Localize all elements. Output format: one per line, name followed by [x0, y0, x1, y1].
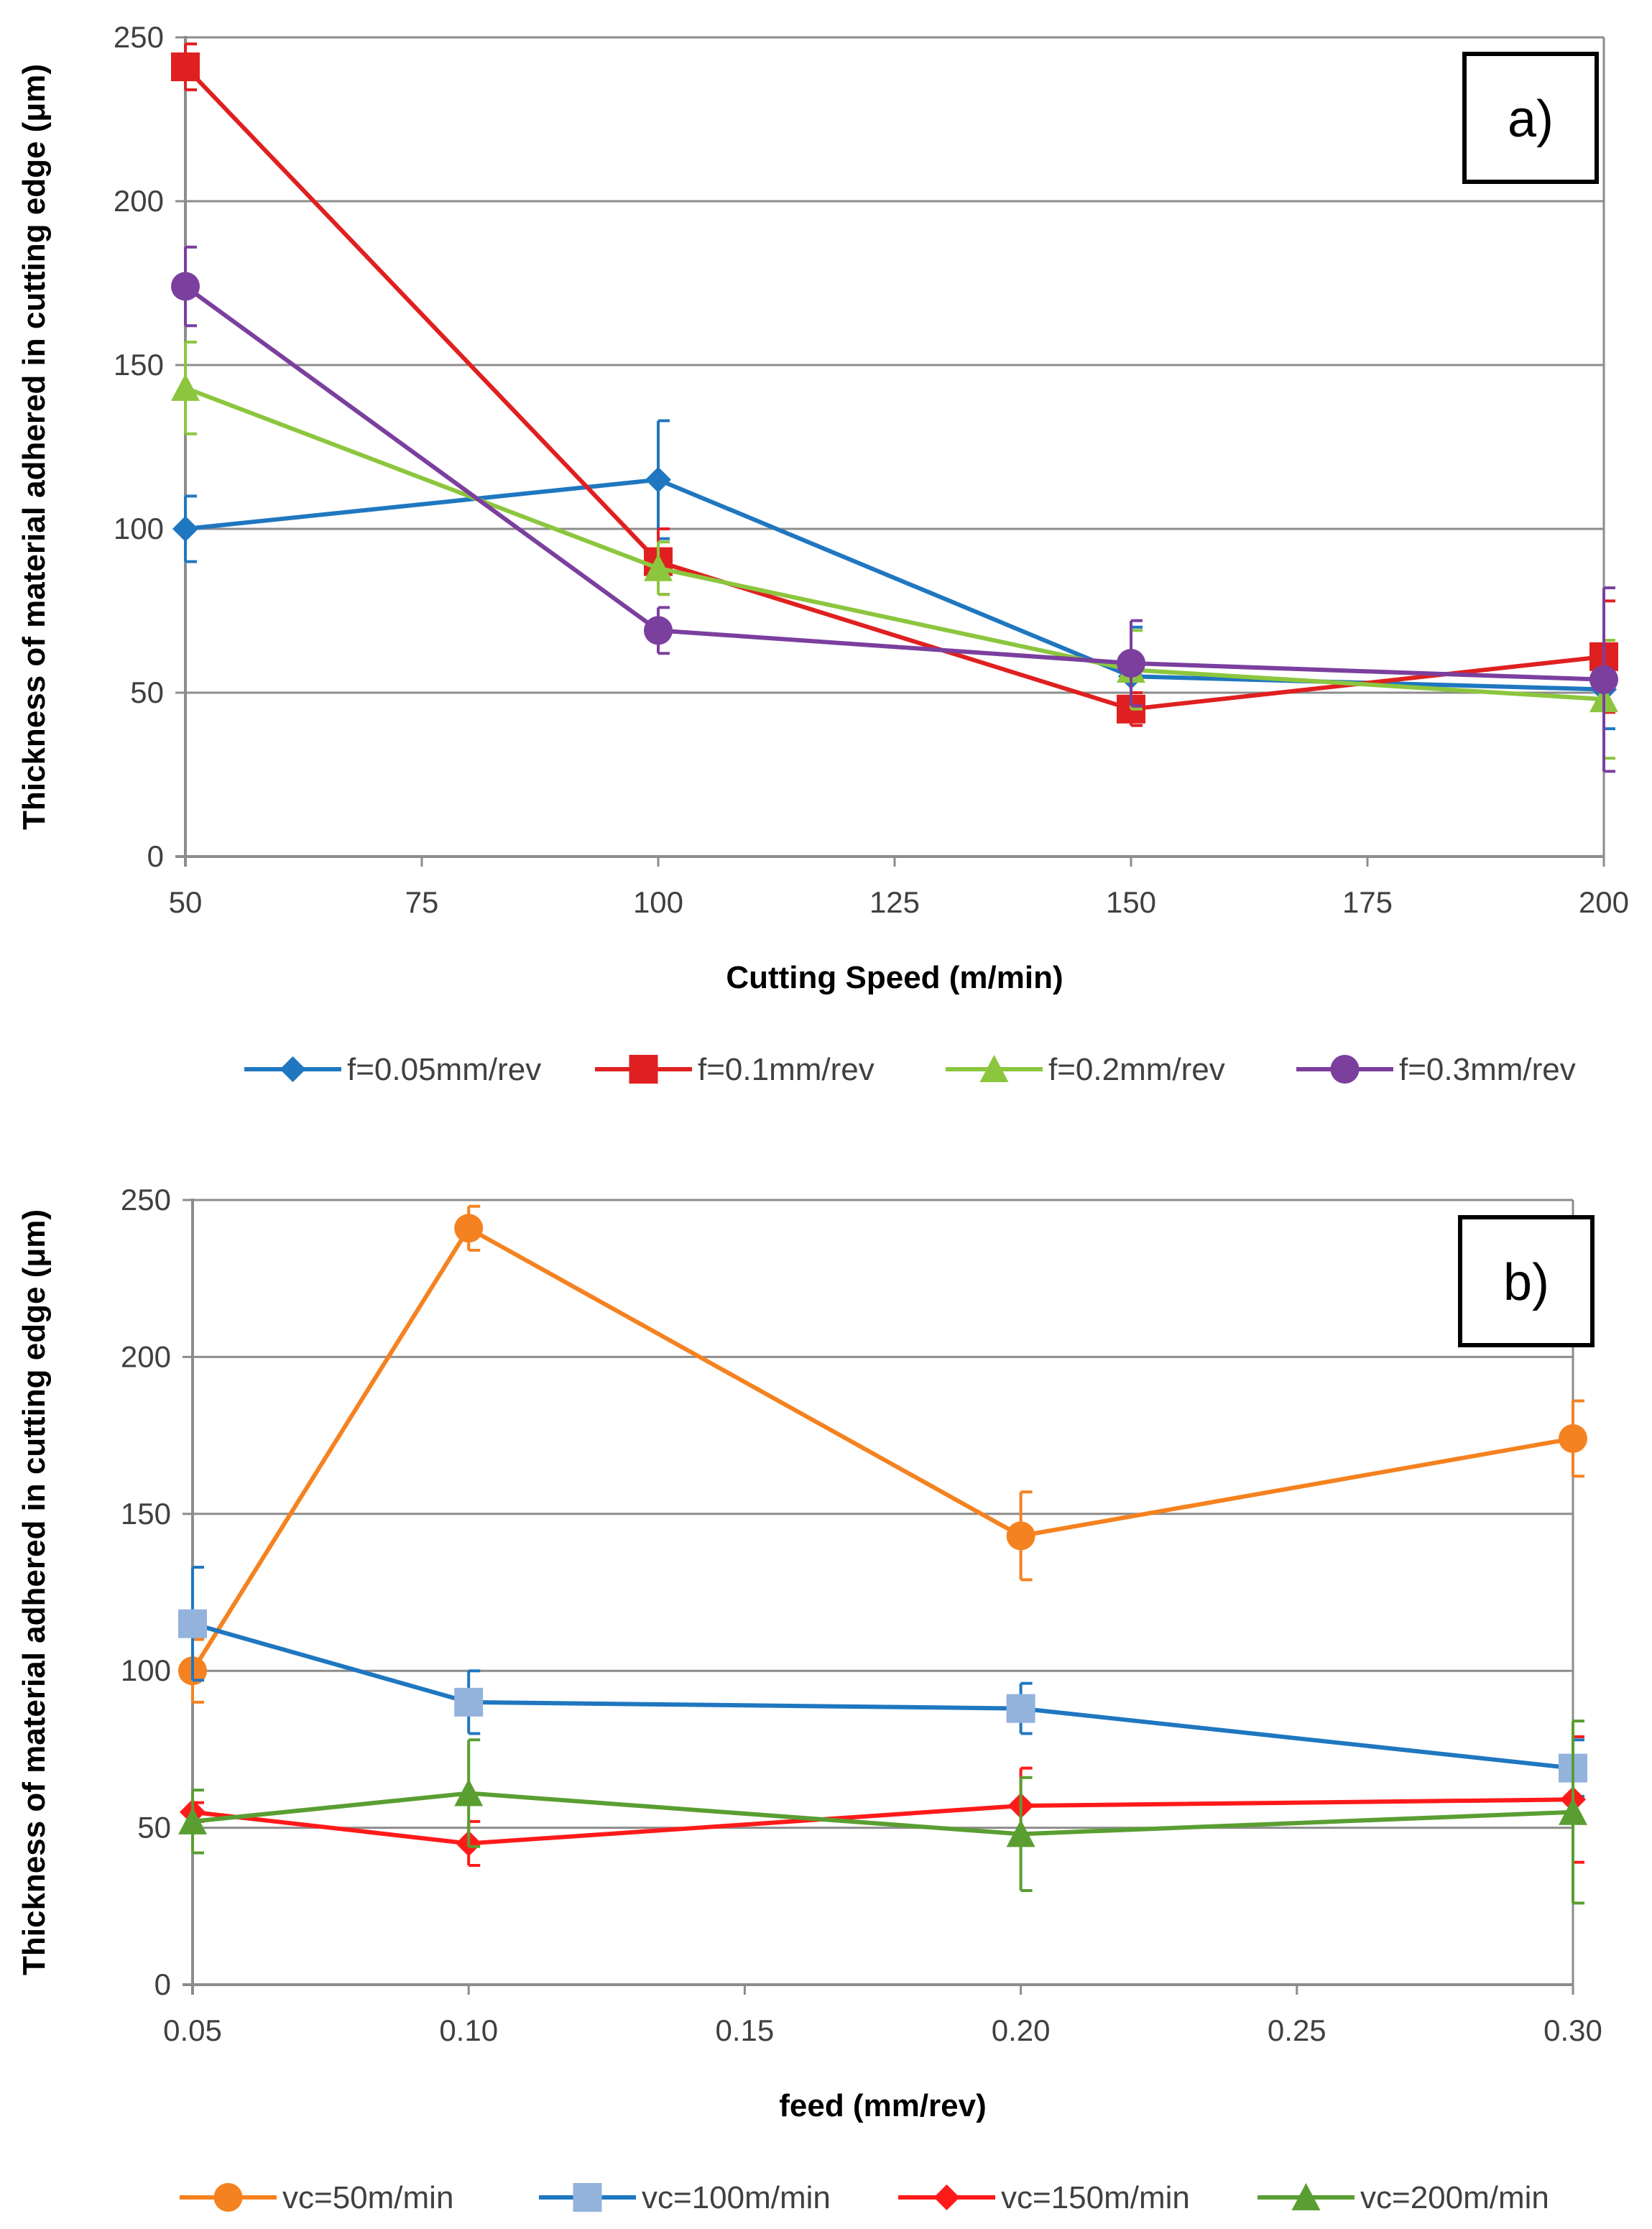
y-tick-label: 50 [130, 675, 164, 709]
panel-b: 0 50 100 150 200 250 0.05 0.10 0.15 0.20 0.25 0.30 f… [17, 1183, 1602, 2215]
y-tick-label: 200 [121, 1339, 171, 1373]
x-tick-label: 0.30 [1543, 2013, 1602, 2047]
data-point [1589, 665, 1618, 694]
x-tick-label: 0.25 [1268, 2013, 1326, 2047]
y-tick-label: 100 [114, 512, 164, 545]
legend-swatch-marker [979, 1055, 1009, 1082]
y-tick-label: 100 [121, 1653, 171, 1687]
legend-label: vc=150m/min [1001, 2180, 1190, 2215]
series-f=0.2mm/rev [171, 341, 1618, 760]
data-point [1559, 1423, 1587, 1453]
x-tick-label: 0.20 [992, 2013, 1051, 2047]
series-line [192, 1797, 1574, 1846]
panel-label: a) [1508, 91, 1554, 148]
y-tick-label: 200 [114, 184, 164, 218]
series-vc=200m/min [178, 1720, 1587, 1905]
data-point [178, 1806, 207, 1835]
series-line [185, 477, 1605, 692]
legend-label: vc=200m/min [1360, 2180, 1549, 2215]
data-point [171, 373, 200, 401]
x-tick-label: 200 [1579, 885, 1629, 919]
series-line [190, 1226, 1574, 1672]
legend-swatch-marker [629, 1055, 658, 1084]
y-tick-label: 150 [121, 1497, 171, 1531]
y-axis-title: Thickness of material adhered in cutting… [17, 64, 52, 830]
data-point [454, 1687, 484, 1717]
data-point [1006, 1521, 1035, 1551]
data-point [1559, 1797, 1587, 1825]
x-tick-label: 0.10 [439, 2013, 498, 2047]
x-tick-label: 100 [633, 885, 683, 919]
data-point [172, 516, 198, 542]
x-axis-title: Cutting Speed (m/min) [726, 960, 1063, 995]
series-line [192, 1621, 1574, 1771]
data-point [178, 1609, 207, 1638]
legend-label: vc=50m/min [282, 2180, 453, 2215]
panel-label-box [1458, 1215, 1595, 1347]
series-line [184, 386, 1605, 702]
panel-label: b) [1503, 1254, 1549, 1311]
x-tick-label: 0.15 [716, 2013, 775, 2047]
series-vc=50m/min [178, 1204, 1587, 1704]
data-point [171, 272, 200, 301]
x-tick-label: 125 [869, 885, 920, 919]
data-point [1006, 1694, 1035, 1723]
y-tick-label: 0 [154, 1967, 171, 2001]
legend-swatch-marker [213, 2183, 243, 2212]
data-point [644, 553, 673, 581]
panel-label-box [1462, 52, 1599, 184]
legend-swatch-marker [573, 2183, 602, 2212]
data-point [645, 466, 671, 493]
data-point [1006, 1819, 1035, 1847]
y-tick-label: 250 [121, 1183, 171, 1217]
x-axis-title: feed (mm/rev) [779, 2088, 987, 2123]
series-line [184, 285, 1605, 682]
data-point [1117, 648, 1145, 678]
x-tick-label: 150 [1106, 885, 1156, 919]
legend-label: f=0.2mm/rev [1048, 1052, 1225, 1087]
data-point [644, 616, 673, 645]
data-point [171, 52, 200, 82]
data-point [454, 1214, 484, 1243]
legend-swatch-marker [933, 2184, 960, 2210]
x-tick-label: 75 [405, 885, 439, 919]
series-f=0.1mm/rev [171, 42, 1618, 727]
legend-label: f=0.1mm/rev [698, 1052, 875, 1087]
legend-label: f=0.05mm/rev [347, 1052, 541, 1087]
y-axis-title: Thickness of material adhered in cutting… [17, 1209, 52, 1975]
y-tick-label: 150 [114, 348, 164, 382]
legend-swatch-marker [1291, 2183, 1321, 2210]
legend-swatch-marker [1330, 1055, 1360, 1084]
series-line [192, 1791, 1574, 1837]
series-vc=100m/min [178, 1566, 1587, 1798]
x-tick-label: 175 [1342, 885, 1393, 919]
series-f=0.3mm/rev [171, 245, 1618, 773]
series-line [183, 65, 1605, 711]
y-tick-label: 250 [114, 20, 164, 54]
legend-label: f=0.3mm/rev [1399, 1052, 1576, 1087]
legend-label: vc=100m/min [642, 2180, 831, 2215]
y-tick-label: 0 [147, 839, 164, 873]
x-tick-label: 50 [169, 885, 203, 919]
x-tick-label: 0.05 [163, 2013, 222, 2047]
data-point [454, 1778, 484, 1806]
legend-swatch-marker [280, 1056, 306, 1082]
y-tick-label: 50 [137, 1811, 171, 1845]
